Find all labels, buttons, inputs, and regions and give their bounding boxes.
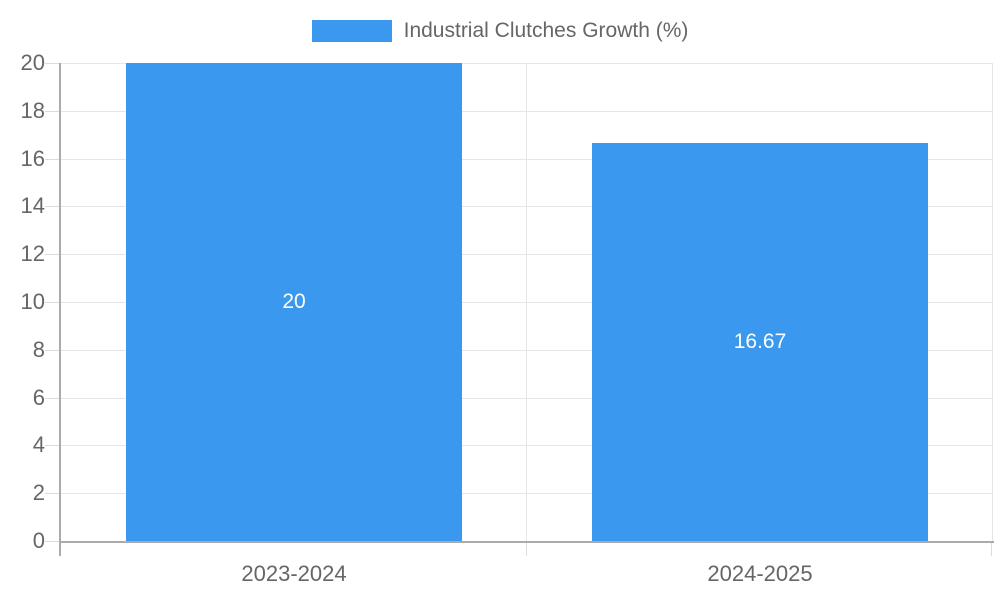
plot-area: 20 16.67: [61, 63, 993, 541]
y-gridline: [61, 350, 993, 351]
y-axis-tick: [45, 302, 59, 303]
y-gridline: [61, 206, 993, 207]
y-axis-tick: [45, 254, 59, 255]
y-axis-line: [59, 63, 61, 541]
y-tick-label: 20: [20, 50, 45, 75]
y-gridline: [61, 445, 993, 446]
y-gridline: [61, 111, 993, 112]
y-tick-label: 12: [20, 241, 45, 267]
y-axis-tick: [45, 206, 59, 207]
y-gridline: [61, 159, 993, 160]
y-gridline: [61, 63, 993, 64]
y-tick-label: 10: [20, 289, 45, 314]
bar-value-label: 20: [282, 290, 306, 313]
y-axis-tick: [45, 445, 59, 446]
x-axis-tick: [59, 543, 61, 556]
x-axis-line: [59, 541, 994, 543]
bar[interactable]: 20: [126, 63, 462, 541]
x-axis-tick: [526, 543, 527, 556]
y-axis-tick: [45, 541, 59, 542]
bar-value-label: 16.67: [733, 330, 787, 353]
bar[interactable]: 16.67: [592, 143, 928, 541]
y-tick-label: 6: [32, 384, 45, 410]
x-tick-label: 2023-2024: [241, 561, 347, 586]
y-gridline: [61, 254, 993, 255]
y-tick-label: 4: [32, 432, 45, 458]
y-axis-tick: [45, 63, 59, 64]
y-tick-label: 2: [32, 480, 45, 506]
y-tick-label: 8: [32, 336, 45, 362]
x-tick-label: 2024-2025: [707, 561, 813, 586]
y-tick-label: 16: [20, 145, 45, 171]
y-axis-tick: [45, 111, 59, 112]
y-gridline: [61, 398, 993, 399]
legend-label: Industrial Clutches Growth (%): [403, 19, 689, 42]
y-axis-tick: [45, 493, 59, 494]
y-tick-label: 0: [32, 528, 45, 553]
y-axis-tick: [45, 159, 59, 160]
x-gridline: [526, 63, 527, 541]
y-tick-label: 14: [20, 193, 45, 219]
x-gridline: [992, 63, 993, 541]
chart-legend-item[interactable]: Industrial Clutches Growth (%): [0, 19, 1000, 43]
legend-swatch: [311, 20, 392, 42]
y-gridline: [61, 493, 993, 494]
y-tick-label: 18: [20, 97, 45, 123]
x-axis-tick: [991, 543, 992, 556]
y-axis-tick: [45, 350, 59, 351]
y-axis-tick: [45, 398, 59, 399]
y-gridline: [61, 302, 993, 303]
